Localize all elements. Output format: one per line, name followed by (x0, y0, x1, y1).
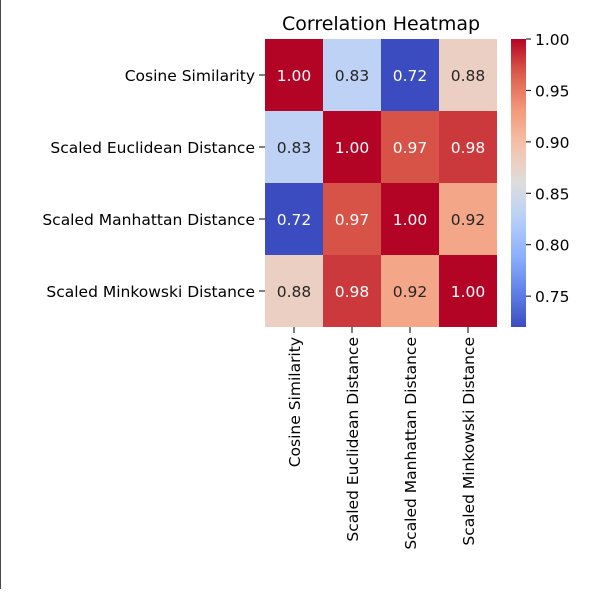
y-tick-label: Cosine Similarity (125, 67, 255, 85)
cell-label: 0.92 (451, 211, 486, 229)
cell-label: 0.92 (393, 283, 428, 301)
cell-label: 0.88 (451, 67, 486, 85)
cell-label: 0.98 (451, 139, 486, 157)
x-tick-label: Scaled Manhattan Distance (402, 337, 420, 550)
colorbar: 0.75 0.80 0.85 0.90 0.95 1.00 (511, 31, 570, 327)
cell-label: 0.83 (277, 139, 312, 157)
cell-label: 1.00 (393, 211, 428, 229)
cell-label: 1.00 (451, 283, 486, 301)
heatmap-cell (381, 183, 439, 255)
window-edge (0, 0, 1, 589)
heatmap-cell (381, 111, 439, 183)
x-axis: Cosine Similarity Scaled Euclidean Distan… (286, 327, 478, 550)
colorbar-tick-label: 0.95 (535, 82, 570, 100)
y-axis: Cosine Similarity Scaled Euclidean Distan… (42, 67, 265, 301)
heatmap-cell (323, 183, 381, 255)
cell-label: 0.97 (393, 139, 428, 157)
heatmap-cell (265, 111, 323, 183)
heatmap-cell (381, 39, 439, 111)
cell-label: 0.72 (393, 67, 428, 85)
colorbar-tick-label: 0.90 (535, 134, 570, 152)
heatmap-cell (265, 255, 323, 327)
heatmap-cell (323, 255, 381, 327)
heatmap-cell (439, 111, 497, 183)
heatmap-cell (381, 255, 439, 327)
x-tick-label: Scaled Minkowski Distance (460, 337, 478, 546)
heatmap-cell (323, 111, 381, 183)
colorbar-gradient (511, 39, 526, 327)
x-tick-label: Cosine Similarity (286, 337, 304, 467)
heatmap-cell (265, 39, 323, 111)
y-tick-label: Scaled Manhattan Distance (42, 211, 255, 229)
y-tick-label: Scaled Euclidean Distance (50, 139, 255, 157)
cell-label: 0.83 (335, 67, 370, 85)
heatmap-cells: 1.00 0.83 0.72 0.88 0.83 1.00 0.97 0.98 0.72 0.97… (265, 39, 497, 327)
chart-title: Correlation Heatmap (282, 13, 480, 35)
colorbar-ticks: 0.75 0.80 0.85 0.90 0.95 1.00 (526, 31, 570, 306)
cell-label: 0.98 (335, 283, 370, 301)
heatmap-cell (323, 39, 381, 111)
cell-label: 0.72 (277, 211, 312, 229)
y-tick-label: Scaled Minkowski Distance (46, 283, 255, 301)
heatmap-cell (439, 39, 497, 111)
colorbar-tick-label: 0.85 (535, 185, 570, 203)
cell-label: 0.97 (335, 211, 370, 229)
cell-label: 1.00 (335, 139, 370, 157)
colorbar-tick-label: 0.80 (535, 237, 570, 255)
colorbar-tick-label: 1.00 (535, 31, 570, 49)
x-tick-label: Scaled Euclidean Distance (344, 337, 362, 542)
heatmap-cell (439, 183, 497, 255)
cell-label: 1.00 (277, 67, 312, 85)
colorbar-tick-label: 0.75 (535, 288, 570, 306)
cell-label: 0.88 (277, 283, 312, 301)
heatmap-cell (265, 183, 323, 255)
heatmap-cell (439, 255, 497, 327)
